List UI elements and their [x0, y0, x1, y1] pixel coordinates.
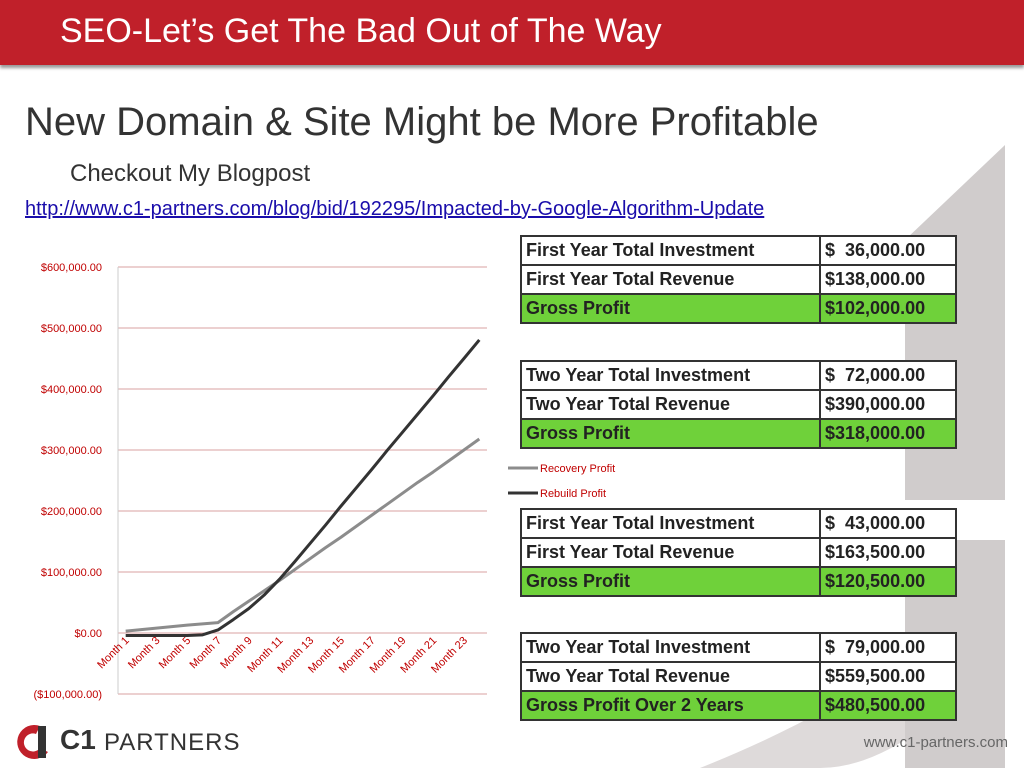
profit-table: First Year Total Investment $ 43,000.00 Fi… — [520, 508, 957, 597]
y-tick-label: $500,000.00 — [41, 323, 102, 335]
logo-brand: PARTNERS — [104, 729, 241, 756]
table-cell: First Year Total Investment — [520, 235, 821, 266]
table-cell: $ 36,000.00 — [819, 235, 957, 266]
table-row: Two Year Total Revenue $559,500.00 — [520, 661, 957, 692]
x-tick-label: Month 3 — [126, 635, 163, 672]
legend-label: Recovery Profit — [540, 463, 615, 475]
table-cell: Gross Profit — [520, 293, 821, 324]
table-cell: Two Year Total Revenue — [520, 661, 821, 692]
y-tick-label: ($100,000.00) — [34, 689, 103, 701]
table-cell: $163,500.00 — [819, 537, 957, 568]
table-row: Two Year Total Revenue $390,000.00 — [520, 389, 957, 420]
x-tick-label: Month 7 — [187, 635, 224, 672]
table-cell: $318,000.00 — [819, 418, 957, 449]
y-tick-label: $300,000.00 — [41, 445, 102, 457]
table-cell: $138,000.00 — [819, 264, 957, 295]
heading: New Domain & Site Might be More Profitab… — [25, 100, 819, 144]
table-cell: Two Year Total Investment — [520, 632, 821, 663]
y-tick-label: $0.00 — [74, 628, 102, 640]
table-cell: Two Year Total Revenue — [520, 389, 821, 420]
line — [125, 437, 481, 633]
line — [125, 338, 481, 637]
table-cell: $102,000.00 — [819, 293, 957, 324]
legend-label: Rebuild Profit — [540, 488, 606, 500]
table-cell: First Year Total Revenue — [520, 264, 821, 295]
logo-icon — [17, 724, 48, 759]
logo-text: C1 — [60, 724, 96, 755]
table-row: Gross Profit $102,000.00 — [520, 293, 957, 324]
y-tick-label: $100,000.00 — [41, 567, 102, 579]
footer-url: www.c1-partners.com — [863, 734, 1008, 751]
table-cell: $ 79,000.00 — [819, 632, 957, 663]
table-cell: $390,000.00 — [819, 389, 957, 420]
slide-title: SEO-Let’s Get The Bad Out of The Way — [60, 12, 662, 50]
y-tick-label: $400,000.00 — [41, 384, 102, 396]
table-cell: $559,500.00 — [819, 661, 957, 692]
table-row: First Year Total Revenue $138,000.00 — [520, 264, 957, 295]
y-tick-label: $200,000.00 — [41, 506, 102, 518]
table-cell: $ 43,000.00 — [819, 508, 957, 539]
y-tick-label: $600,000.00 — [41, 262, 102, 274]
table-cell: Two Year Total Investment — [520, 360, 821, 391]
header-bar: SEO-Let’s Get The Bad Out of The Way — [0, 0, 1024, 65]
table-cell: First Year Total Revenue — [520, 537, 821, 568]
table-row: First Year Total Investment $ 36,000.00 — [520, 235, 957, 266]
table-row: Gross Profit $120,500.00 — [520, 566, 957, 597]
table-row: Gross Profit Over 2 Years $480,500.00 — [520, 690, 957, 721]
table-cell: First Year Total Investment — [520, 508, 821, 539]
table-cell: Gross Profit Over 2 Years — [520, 690, 821, 721]
subheading: Checkout My Blogpost — [70, 160, 311, 187]
table-row: First Year Total Revenue $163,500.00 — [520, 537, 957, 568]
table-cell: $ 72,000.00 — [819, 360, 957, 391]
profit-table: First Year Total Investment $ 36,000.00 Fi… — [520, 235, 957, 324]
table-row: Gross Profit $318,000.00 — [520, 418, 957, 449]
table-row: First Year Total Investment $ 43,000.00 — [520, 508, 957, 539]
x-tick-label: Month 1 — [95, 635, 132, 672]
table-cell: Gross Profit — [520, 566, 821, 597]
profit-table: Two Year Total Investment $ 79,000.00 Two … — [520, 632, 957, 721]
table-row: Two Year Total Investment $ 79,000.00 — [520, 632, 957, 663]
blog-link[interactable]: http://www.c1-partners.com/blog/bid/1922… — [25, 198, 765, 220]
table-cell: Gross Profit — [520, 418, 821, 449]
table-cell: $480,500.00 — [819, 690, 957, 721]
profit-table: Two Year Total Investment $ 72,000.00 Two … — [520, 360, 957, 449]
x-tick-label: Month 5 — [157, 635, 194, 672]
table-cell: $120,500.00 — [819, 566, 957, 597]
table-row: Two Year Total Investment $ 72,000.00 — [520, 360, 957, 391]
